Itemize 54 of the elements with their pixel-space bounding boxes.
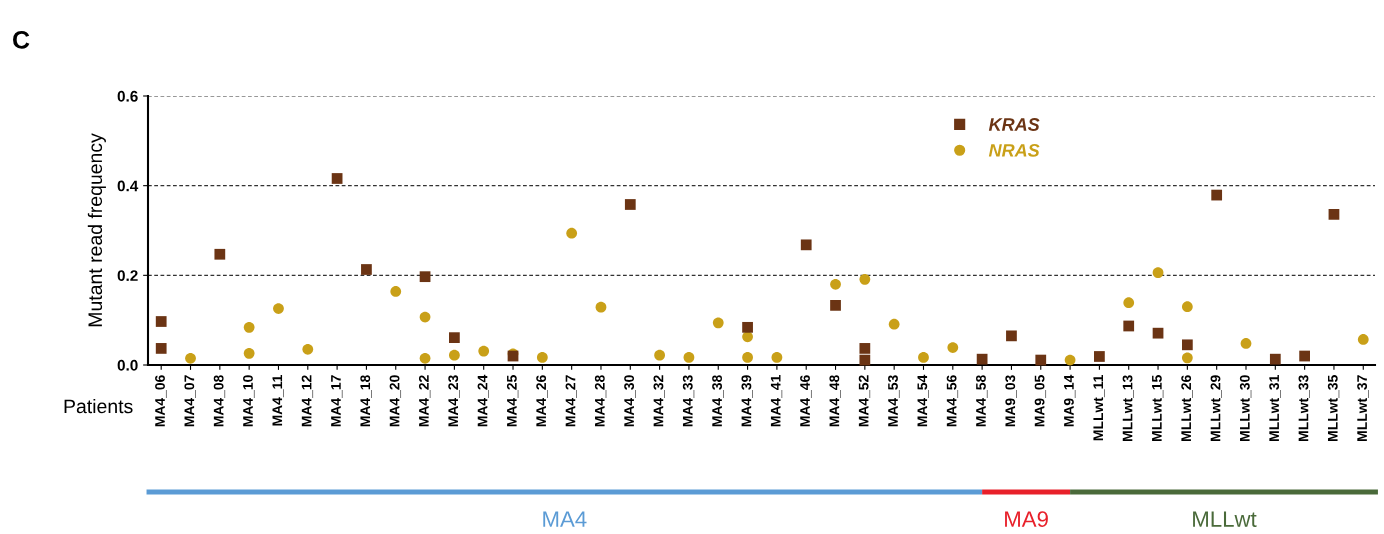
x-tick-label: MLLwt_31 [1269,375,1281,441]
x-tick-label: MLLwt_11 [1093,375,1105,441]
x-tick-label: MA4_18 [360,375,372,427]
legend-label: NRAS [988,143,1040,157]
y-tick-label: 0.6 [117,90,138,102]
legend-label: KRAS [988,118,1040,131]
x-tick-label: MA4_25 [506,375,519,427]
y-axis-title: Mutant read frequency [87,133,106,327]
x-tick-label: MA4_30 [624,375,636,427]
x-tick-label: MA4_38 [712,375,724,427]
x-tick-label: MLLwt_15 [1152,375,1164,441]
x-tick-label: MA4_54 [917,374,929,427]
x-tick-label: MA4_56 [946,375,959,427]
x-tick-label: MA4_48 [829,375,841,427]
x-tick-label: MA4_33 [682,375,695,427]
x-tick-label: MA4_58 [976,375,988,427]
x-tick-label: MLLwt_26 [1181,375,1193,441]
text: C [13,31,30,49]
x-tick-label: MA4_07 [184,375,196,427]
x-tick-label: MA9_05 [1034,375,1047,427]
x-tick-label: MA4_10 [243,375,255,427]
x-tick-label: MA4_06 [155,375,167,427]
y-tick-label: 0.2 [117,270,138,282]
x-tick-label: MA4_17 [331,375,343,427]
x-axis-title: Patients [64,398,133,414]
x-tick-label: MA9_03 [1005,375,1017,427]
x-tick-label: MLLwt_35 [1327,375,1340,441]
x-tick-label: MA4_11 [272,375,284,426]
x-tick-label: MLLwt_33 [1298,375,1310,441]
x-tick-label: MA4_26 [536,375,548,427]
x-tick-label: MA4_20 [389,375,402,427]
x-tick-label: MA4_39 [741,375,753,427]
x-tick-label: MLLwt_13 [1122,375,1135,441]
x-tick-label: MLLwt_29 [1210,375,1222,441]
x-tick-label: MA4_24 [477,374,489,427]
x-tick-label: MA4_52 [858,375,871,427]
x-tick-label: MA4_32 [653,375,665,427]
y-tick-label: 0.4 [117,180,139,192]
text: MA4 [543,511,587,527]
y-tick-label: 0.0 [117,359,138,371]
x-tick-label: MA4_08 [213,375,226,427]
x-tick-label: MLLwt_30 [1239,375,1252,441]
x-tick-label: MA4_41 [770,375,783,427]
x-tick-label: MA4_53 [888,375,900,427]
x-tick-label: MA4_23 [448,375,460,427]
x-tick-label: MA4_22 [418,375,431,427]
x-tick-label: MA4_27 [565,375,577,427]
x-tick-label: MA4_12 [301,375,314,427]
x-tick-label: MLLwt_37 [1357,375,1369,441]
x-tick-label: MA4_46 [800,375,812,427]
text: MA9 [1005,511,1048,527]
x-tick-label: MA9_14 [1063,374,1076,427]
text: MLLwt [1193,511,1257,527]
x-tick-label: MA4_28 [594,375,607,427]
